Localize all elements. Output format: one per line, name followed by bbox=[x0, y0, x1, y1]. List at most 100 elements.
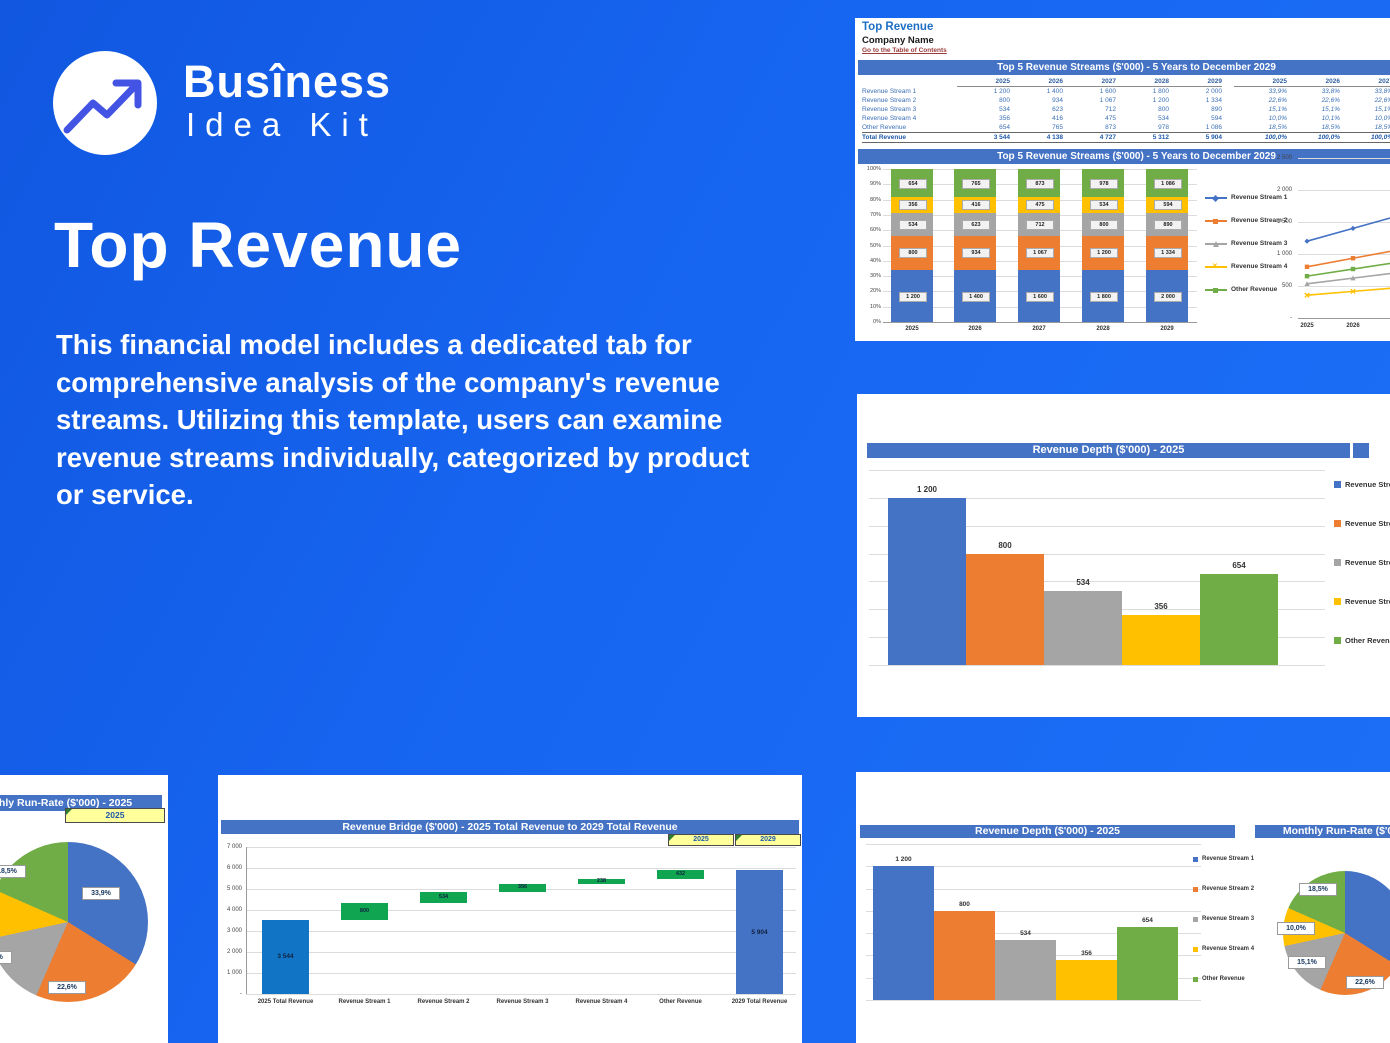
value-cell: 765 bbox=[1052, 124, 1063, 131]
gridline bbox=[246, 952, 796, 953]
y-axis-tick: 2 000 bbox=[1276, 186, 1292, 193]
dropdown-corner-icon bbox=[669, 835, 675, 841]
value-cell: 800 bbox=[1158, 106, 1169, 113]
table-of-contents-link[interactable]: Go to the Table of Contents bbox=[862, 47, 947, 54]
gridline bbox=[1298, 190, 1390, 191]
data-label: 1 334 bbox=[1154, 248, 1182, 259]
square-marker-icon bbox=[1213, 287, 1218, 293]
pct-cell: 33,8% bbox=[1321, 88, 1340, 95]
value-cell: 934 bbox=[1052, 97, 1063, 104]
panel-depth-and-run-rate: Revenue Depth ($'000) - 2025 Monthly Run… bbox=[856, 772, 1390, 1043]
pct-cell: 18,5% bbox=[1374, 124, 1390, 131]
gridline bbox=[1298, 254, 1390, 255]
y-axis-tick: 70% bbox=[869, 211, 881, 218]
gridline bbox=[1298, 158, 1390, 159]
gap bbox=[1222, 123, 1234, 132]
section-title-bar: Top 5 Revenue Streams ($'000) - 5 Years … bbox=[858, 60, 1390, 75]
value-cell: 873 bbox=[1105, 124, 1116, 131]
x-axis-label: Other Revenue bbox=[659, 999, 702, 1005]
legend-label: Revenue Stream 4 bbox=[1231, 263, 1288, 270]
data-label: 534 bbox=[1090, 200, 1118, 211]
x-marker-icon: ✕ bbox=[1212, 263, 1218, 270]
bar-yellow bbox=[1122, 615, 1200, 665]
pie-data-label: 22,6% bbox=[1346, 976, 1384, 989]
bar-gray bbox=[995, 940, 1056, 1000]
pie-data-label: 33,9% bbox=[82, 887, 120, 900]
bar-green bbox=[1117, 927, 1178, 1000]
y-axis-tick: 5 000 bbox=[226, 886, 242, 892]
gridline bbox=[869, 553, 1325, 555]
gridline bbox=[246, 931, 796, 932]
data-label: 356 bbox=[517, 884, 528, 891]
data-label: 1 200 bbox=[899, 291, 927, 302]
x-axis-label: 2028 bbox=[1096, 326, 1110, 332]
data-label: 800 bbox=[899, 248, 927, 259]
panel-revenue-depth: Revenue Depth ($'000) - 2025 1 200 800 534… bbox=[857, 394, 1390, 717]
year-header: 2028 bbox=[1116, 77, 1169, 87]
year-header: 2026 bbox=[1287, 77, 1340, 87]
y-axis-line bbox=[246, 847, 247, 994]
value-cell: 978 bbox=[1158, 124, 1169, 131]
legend-swatch bbox=[1193, 947, 1198, 952]
data-label: 356 bbox=[899, 200, 927, 211]
value-cell: 416 bbox=[1052, 115, 1063, 122]
section-title-bar: Monthly Run-Rate ($'000) - 2025 bbox=[0, 795, 162, 811]
data-label: 1 067 bbox=[1026, 248, 1054, 259]
total-label: Total Revenue bbox=[862, 132, 957, 143]
total-pct: 100,0% bbox=[1287, 132, 1340, 143]
pct-cell: 22,6% bbox=[1268, 97, 1287, 104]
data-label: 654 bbox=[1142, 917, 1153, 925]
data-label: 534 bbox=[1020, 930, 1031, 938]
triangle-marker-icon bbox=[1350, 275, 1356, 281]
legend-label: Other Revenue bbox=[1345, 636, 1390, 645]
row-label: Revenue Stream 1 bbox=[862, 88, 917, 95]
legend-swatch bbox=[1193, 917, 1198, 922]
gap bbox=[1222, 132, 1234, 143]
gridline bbox=[246, 973, 796, 974]
row-label: Other Revenue bbox=[862, 124, 907, 131]
x-axis-label: Revenue Stream 1 bbox=[338, 999, 391, 1005]
year-header: 2027 bbox=[1340, 77, 1390, 87]
total-pct: 100,0% bbox=[1340, 132, 1390, 143]
gap bbox=[1222, 87, 1234, 96]
pct-cell: 33,8% bbox=[1374, 88, 1390, 95]
year-selector-dropdown[interactable]: 2029 bbox=[735, 834, 801, 846]
data-label: 712 bbox=[1026, 219, 1054, 230]
gridline bbox=[866, 888, 1201, 890]
gridline bbox=[869, 470, 1325, 471]
data-label: 416 bbox=[962, 200, 990, 211]
year-selector-dropdown[interactable]: 2025 bbox=[65, 808, 165, 823]
pie-data-label: 15,1% bbox=[0, 951, 12, 964]
pct-cell: 18,5% bbox=[1268, 124, 1287, 131]
diamond-marker-icon bbox=[1350, 225, 1356, 231]
data-label: 356 bbox=[1081, 950, 1092, 958]
y-axis-tick: 7 000 bbox=[226, 844, 242, 850]
gridline bbox=[866, 844, 1201, 845]
waterfall-bar-delta bbox=[578, 879, 625, 885]
triangle-marker-icon bbox=[1213, 241, 1219, 247]
legend-label: Other Revenue bbox=[1231, 286, 1278, 293]
data-label: 765 bbox=[962, 178, 990, 189]
square-marker-icon bbox=[1304, 264, 1310, 269]
gridline bbox=[869, 497, 1325, 499]
data-label: 2 000 bbox=[1154, 291, 1182, 302]
square-marker-icon bbox=[1213, 218, 1218, 224]
line-series bbox=[1306, 217, 1390, 242]
data-label: 800 bbox=[998, 540, 1012, 550]
pct-cell: 10,0% bbox=[1268, 115, 1287, 122]
data-label: 934 bbox=[962, 248, 990, 259]
year-selector-dropdown[interactable]: 2025 bbox=[668, 834, 734, 846]
legend-swatch bbox=[1334, 520, 1341, 527]
data-label: 890 bbox=[1154, 219, 1182, 230]
y-axis-tick: 40% bbox=[869, 257, 881, 264]
row-label: Revenue Stream 2 bbox=[862, 97, 917, 104]
dropdown-value: 2025 bbox=[105, 810, 125, 820]
data-label: 594 bbox=[1154, 200, 1182, 211]
data-label: 534 bbox=[1076, 577, 1090, 587]
pct-cell: 15,1% bbox=[1321, 106, 1340, 113]
gridline bbox=[866, 933, 1201, 935]
x-axis-label: 2029 Total Revenue bbox=[731, 999, 788, 1005]
pct-cell: 15,1% bbox=[1268, 106, 1287, 113]
legend-label: Revenue Stream 3 bbox=[1345, 558, 1390, 567]
